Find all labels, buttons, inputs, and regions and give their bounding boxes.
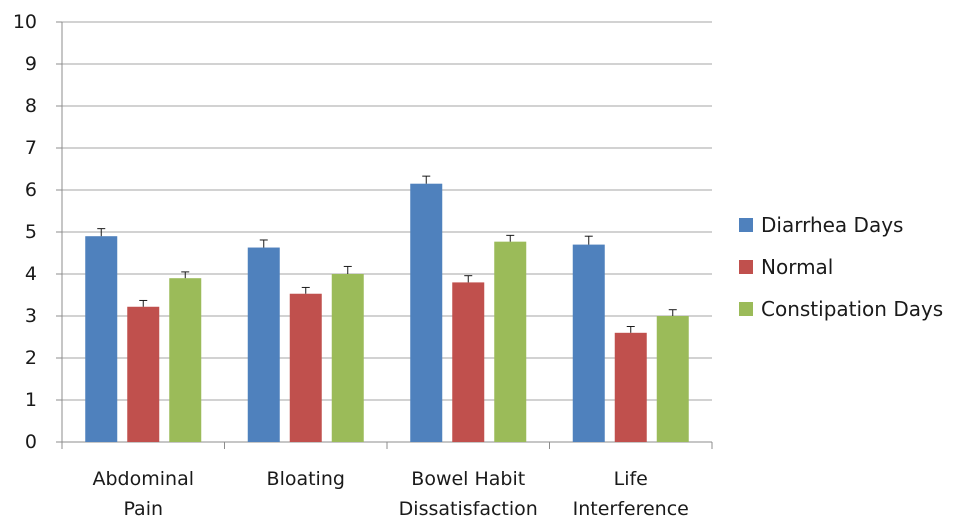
legend: Diarrhea Days Normal Constipation Days (739, 213, 943, 321)
bar (656, 316, 689, 442)
x-category-label: Bloating (267, 468, 345, 490)
x-category-label-line: Dissatisfaction (399, 498, 538, 520)
error-bars (97, 175, 677, 333)
x-category-label: Life Interference (573, 468, 689, 520)
bar (331, 274, 364, 442)
y-tick-label: 7 (25, 137, 37, 159)
bar (452, 282, 485, 442)
x-category-label-line: Bloating (267, 468, 345, 490)
legend-label: Constipation Days (761, 297, 943, 321)
x-category-labels: Abdominal Pain Bloating Bowel Habit Dissatis… (93, 468, 689, 520)
y-tick-label: 1 (25, 389, 37, 411)
y-tick-label: 9 (25, 53, 37, 75)
x-category-label: Abdominal Pain (93, 468, 195, 520)
bar (614, 332, 647, 442)
y-tick-label: 4 (25, 263, 37, 285)
bar (572, 244, 605, 442)
y-tick-label: 0 (25, 431, 37, 453)
y-tick-labels: 0 1 2 3 4 5 6 7 8 9 10 (13, 11, 37, 453)
bar (85, 236, 118, 442)
y-tick-label: 6 (25, 179, 37, 201)
legend-swatch (739, 302, 753, 316)
legend-label: Diarrhea Days (761, 213, 903, 237)
bar (289, 293, 322, 442)
x-category-label-line: Pain (123, 498, 163, 520)
bar (410, 183, 443, 442)
y-tick-label: 8 (25, 95, 37, 117)
x-category-label: Bowel Habit Dissatisfaction (399, 468, 538, 520)
y-tick-label: 3 (25, 305, 37, 327)
bar (169, 278, 202, 442)
x-category-label-line: Abdominal (93, 468, 195, 490)
bars (85, 183, 689, 442)
bar (127, 306, 160, 442)
gridlines (62, 21, 712, 401)
legend-swatch (739, 218, 753, 232)
x-category-label-line: Life (614, 468, 648, 490)
bar (247, 247, 280, 442)
x-category-label-line: Interference (573, 498, 689, 520)
y-tick-label: 10 (13, 11, 37, 33)
y-tick-label: 5 (25, 221, 37, 243)
legend-label: Normal (761, 255, 833, 279)
legend-swatch (739, 260, 753, 274)
x-category-label-line: Bowel Habit (411, 468, 525, 490)
y-tick-label: 2 (25, 347, 37, 369)
bar (494, 241, 527, 442)
